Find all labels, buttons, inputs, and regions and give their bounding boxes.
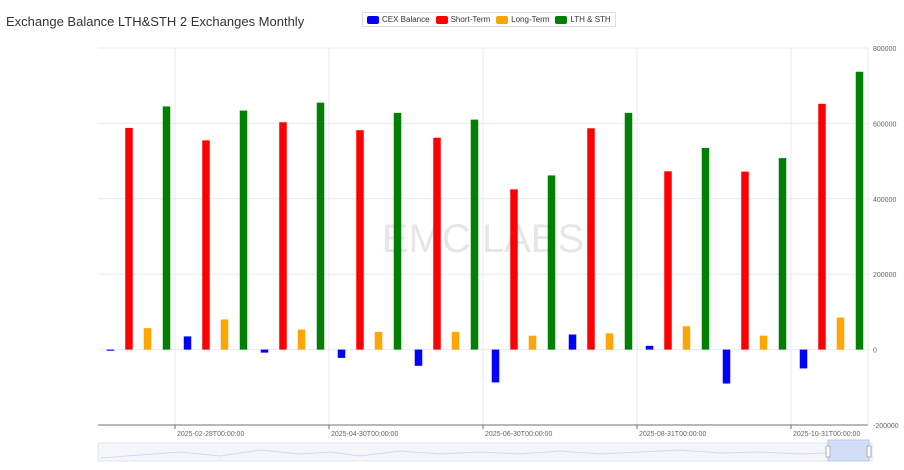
bar-cex-balance bbox=[260, 349, 269, 353]
bar-cex-balance bbox=[568, 334, 577, 350]
bar-lth-sth bbox=[162, 106, 171, 350]
bar-long-term bbox=[682, 326, 691, 350]
bar-cex-balance bbox=[491, 349, 500, 383]
zoom-handle-right[interactable] bbox=[866, 445, 872, 458]
legend-swatch bbox=[555, 15, 568, 24]
bar-short-term bbox=[741, 171, 749, 350]
bar-cex-balance bbox=[106, 349, 115, 351]
bar-lth-sth bbox=[778, 158, 787, 350]
bar-short-term bbox=[818, 103, 826, 350]
x-tick-label: 2025-02-28T00:00:00 bbox=[177, 431, 244, 438]
zoom-handle-left[interactable] bbox=[825, 445, 831, 458]
legend-label: Long-Term bbox=[511, 15, 550, 24]
bar-long-term bbox=[759, 335, 768, 350]
bar-long-term bbox=[605, 333, 614, 350]
bar-short-term bbox=[510, 189, 518, 350]
bar-short-term bbox=[125, 127, 133, 350]
bar-lth-sth bbox=[239, 110, 248, 350]
x-tick-label: 2025-08-31T00:00:00 bbox=[639, 431, 706, 438]
bar-short-term bbox=[279, 122, 287, 350]
y-tick-label: 400000 bbox=[873, 197, 896, 204]
bar-short-term bbox=[664, 171, 672, 350]
zoom-slider-window[interactable] bbox=[827, 439, 870, 462]
bar-lth-sth bbox=[701, 147, 710, 350]
bar-lth-sth bbox=[547, 175, 556, 350]
y-tick-label: 800000 bbox=[873, 46, 896, 53]
y-tick-label: -200000 bbox=[873, 423, 899, 430]
legend: CEX Balance Short-Term Long-Term LTH & STH bbox=[362, 12, 616, 27]
legend-swatch bbox=[367, 15, 379, 24]
bar-short-term bbox=[587, 128, 595, 350]
bar-lth-sth bbox=[316, 102, 325, 350]
bar-long-term bbox=[451, 331, 460, 350]
legend-item[interactable]: Short-Term bbox=[435, 15, 491, 24]
x-tick-label: 2025-06-30T00:00:00 bbox=[485, 431, 552, 438]
bar-cex-balance bbox=[337, 349, 346, 358]
bar-long-term bbox=[836, 317, 845, 350]
zoom-slider-preview bbox=[99, 449, 829, 459]
legend-item[interactable]: Long-Term bbox=[496, 15, 549, 24]
legend-label: Short-Term bbox=[450, 15, 491, 24]
bar-lth-sth bbox=[624, 112, 633, 350]
bar-lth-sth bbox=[393, 112, 402, 350]
x-tick-label: 2025-10-31T00:00:00 bbox=[793, 431, 860, 438]
legend-swatch bbox=[496, 15, 509, 24]
bar-long-term bbox=[528, 335, 537, 350]
x-tick-label: 2025-04-30T00:00:00 bbox=[331, 431, 398, 438]
bar-lth-sth bbox=[855, 71, 864, 350]
bar-cex-balance bbox=[645, 345, 654, 350]
y-tick-label: 200000 bbox=[873, 272, 896, 279]
y-tick-label: 0 bbox=[873, 348, 877, 355]
bar-cex-balance bbox=[183, 336, 192, 350]
bar-long-term bbox=[374, 331, 383, 350]
bar-lth-sth bbox=[470, 119, 479, 350]
bar-short-term bbox=[356, 130, 364, 350]
bar-short-term bbox=[202, 140, 210, 350]
legend-label: CEX Balance bbox=[382, 15, 430, 24]
bar-cex-balance bbox=[799, 349, 808, 369]
bar-cex-balance bbox=[414, 349, 423, 366]
bar-cex-balance bbox=[722, 349, 731, 384]
legend-item[interactable]: CEX Balance bbox=[367, 15, 430, 24]
chart-title: Exchange Balance LTH&STH 2 Exchanges Mon… bbox=[6, 14, 305, 29]
bar-short-term bbox=[433, 137, 441, 350]
bar-long-term bbox=[297, 329, 306, 350]
bar-long-term bbox=[143, 328, 152, 350]
y-tick-label: 600000 bbox=[873, 121, 896, 128]
bar-long-term bbox=[220, 319, 229, 350]
legend-swatch bbox=[435, 15, 448, 24]
legend-label: LTH & STH bbox=[570, 15, 611, 24]
legend-item[interactable]: LTH & STH bbox=[555, 15, 611, 24]
